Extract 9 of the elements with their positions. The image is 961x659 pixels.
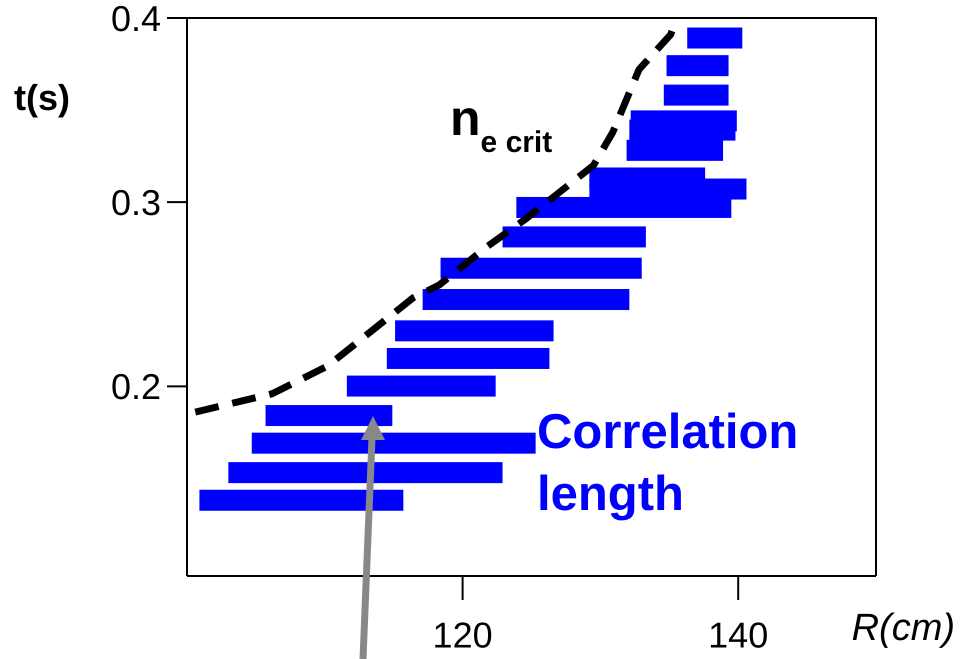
y-axis-title: t(s) [14, 77, 70, 118]
y-tick-label: 0.4 [110, 0, 161, 39]
series-label: Correlation length [537, 405, 798, 521]
series-label: n$_{e crit}$ [450, 90, 552, 158]
y-tick-label: 0.2 [110, 366, 161, 408]
y-tick-label: 0.3 [110, 182, 161, 223]
x-tick-label: 140 [708, 614, 768, 656]
x-axis-title: R(cm) [852, 607, 955, 649]
x-tick-label: 120 [432, 614, 493, 656]
